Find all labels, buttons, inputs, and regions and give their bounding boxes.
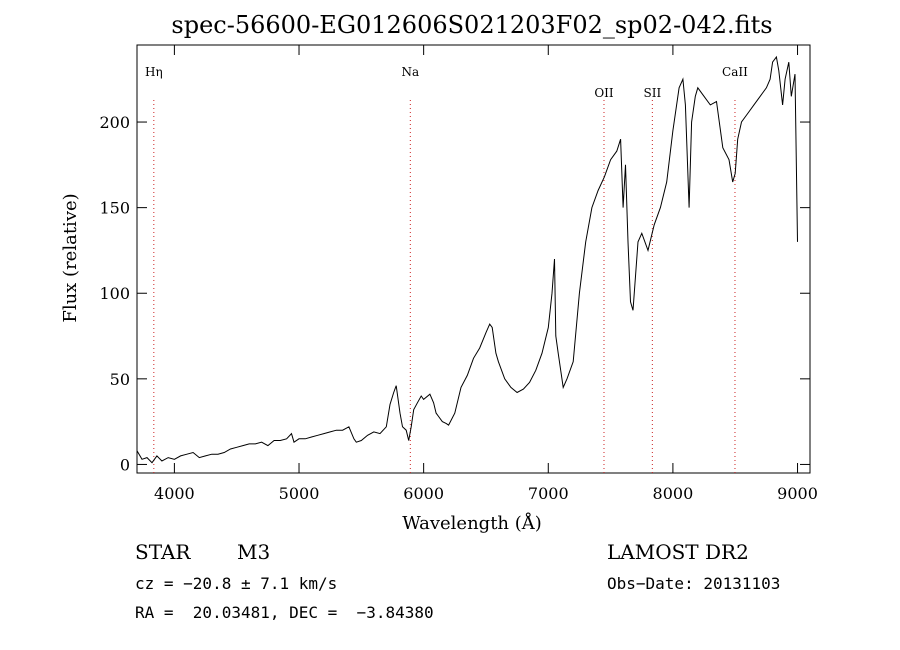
x-tick-label-5000: 5000 bbox=[279, 484, 320, 503]
spectral-line-label-3: SII bbox=[643, 86, 661, 100]
spectral-line-label-0: Hη bbox=[145, 65, 163, 79]
x-tick-label-9000: 9000 bbox=[777, 484, 818, 503]
survey-label: LAMOST DR2 bbox=[607, 540, 749, 564]
spectrum-line bbox=[136, 55, 798, 464]
coordinates-text: RA = 20.03481, DEC = −3.84380 bbox=[135, 603, 434, 622]
x-tick-label-6000: 6000 bbox=[403, 484, 444, 503]
plot-area: 4000 5000 6000 7000 8000 9000 0 50 100 150 200 Hη Na… bbox=[99, 44, 818, 503]
x-tick-label-8000: 8000 bbox=[653, 484, 694, 503]
x-tick-label-4000: 4000 bbox=[154, 484, 195, 503]
y-tick-label-150: 150 bbox=[99, 199, 130, 218]
redshift-text: cz = −20.8 ± 7.1 km/s bbox=[135, 574, 338, 593]
spectral-line-label-4: CaII bbox=[722, 65, 748, 79]
y-tick-label-0: 0 bbox=[120, 455, 130, 474]
chart-title: spec-56600-EG012606S021203F02_sp02-042.f… bbox=[171, 11, 772, 39]
object-class-label: STAR bbox=[135, 540, 191, 564]
y-tick-label-50: 50 bbox=[110, 370, 130, 389]
plot-frame bbox=[136, 44, 811, 474]
x-axis-label: Wavelength (Å) bbox=[402, 512, 542, 534]
x-tick-label-7000: 7000 bbox=[528, 484, 569, 503]
object-subclass-label: M3 bbox=[237, 540, 271, 564]
y-tick-label-100: 100 bbox=[99, 284, 130, 303]
spectral-line-label-2: OII bbox=[594, 86, 614, 100]
spectral-line-label-1: Na bbox=[401, 65, 419, 79]
y-axis-label: Flux (relative) bbox=[60, 193, 81, 322]
obs-date-text: Obs−Date: 20131103 bbox=[607, 574, 781, 593]
y-tick-label-200: 200 bbox=[99, 113, 130, 132]
